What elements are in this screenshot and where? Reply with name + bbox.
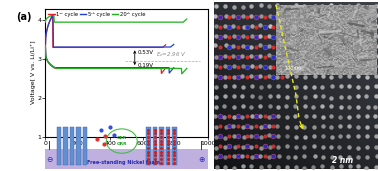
Text: (a): (a) [16, 12, 32, 22]
FancyBboxPatch shape [146, 127, 151, 166]
Legend: 1ˢᵗ cycle, 5ᵗʰ cycle, 20ᵗʰ cycle: 1ˢᵗ cycle, 5ᵗʰ cycle, 20ᵗʰ cycle [46, 10, 147, 19]
Text: 2 nm: 2 nm [332, 156, 353, 165]
FancyBboxPatch shape [76, 127, 81, 166]
FancyBboxPatch shape [70, 127, 74, 166]
FancyBboxPatch shape [57, 127, 61, 166]
FancyBboxPatch shape [83, 127, 87, 166]
FancyBboxPatch shape [166, 127, 170, 166]
Y-axis label: Voltage[ V vs. Li/Li⁺]: Voltage[ V vs. Li/Li⁺] [31, 41, 36, 104]
FancyBboxPatch shape [63, 127, 68, 166]
Text: $E_e$=2.96 V: $E_e$=2.96 V [156, 50, 187, 59]
FancyBboxPatch shape [153, 127, 157, 166]
X-axis label: Specific capacity (mAh g⁻¹): Specific capacity (mAh g⁻¹) [79, 149, 175, 156]
Text: 0.53V: 0.53V [137, 50, 153, 55]
FancyBboxPatch shape [172, 127, 177, 166]
FancyBboxPatch shape [45, 149, 208, 169]
FancyBboxPatch shape [159, 127, 164, 166]
Text: ⊕: ⊕ [198, 155, 204, 164]
Text: Free-standing Nickel foam: Free-standing Nickel foam [87, 160, 160, 165]
Text: ⊖: ⊖ [46, 155, 53, 164]
Text: 0.19V: 0.19V [137, 63, 153, 68]
Text: OER: OER [117, 136, 127, 140]
Text: ORR: ORR [116, 142, 127, 146]
